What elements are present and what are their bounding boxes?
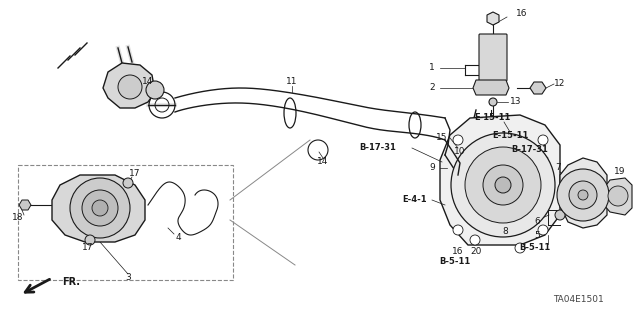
Circle shape	[488, 199, 494, 205]
Polygon shape	[530, 82, 546, 94]
Text: 16: 16	[452, 248, 464, 256]
Circle shape	[538, 225, 548, 235]
Circle shape	[123, 178, 133, 188]
Text: B-17-31: B-17-31	[360, 144, 396, 152]
Circle shape	[617, 190, 627, 200]
Circle shape	[538, 135, 548, 145]
Polygon shape	[604, 178, 632, 215]
Text: 9: 9	[429, 164, 435, 173]
Text: 12: 12	[554, 79, 566, 88]
Text: E-15-11: E-15-11	[492, 130, 528, 139]
Circle shape	[555, 210, 565, 220]
FancyBboxPatch shape	[479, 34, 507, 81]
Circle shape	[146, 81, 164, 99]
Text: B-5-11: B-5-11	[520, 243, 550, 253]
Text: 19: 19	[614, 167, 626, 176]
Text: TA04E1501: TA04E1501	[552, 295, 604, 305]
Circle shape	[118, 75, 142, 99]
Polygon shape	[560, 158, 607, 228]
Text: E-15-11: E-15-11	[474, 114, 510, 122]
Text: 18: 18	[12, 213, 24, 222]
Text: B-5-11: B-5-11	[440, 257, 470, 266]
Circle shape	[70, 178, 130, 238]
Circle shape	[453, 135, 463, 145]
Text: 8: 8	[502, 227, 508, 236]
Text: 13: 13	[510, 98, 522, 107]
Text: 5: 5	[534, 231, 540, 240]
Text: 2: 2	[429, 84, 435, 93]
Text: 11: 11	[286, 78, 298, 86]
Polygon shape	[440, 115, 560, 245]
Circle shape	[483, 165, 523, 205]
Polygon shape	[487, 12, 499, 25]
Bar	[18, 165, 233, 280]
Polygon shape	[52, 175, 145, 242]
Circle shape	[92, 200, 108, 216]
Circle shape	[85, 235, 95, 245]
Text: 3: 3	[125, 273, 131, 283]
Circle shape	[465, 147, 541, 223]
Polygon shape	[473, 80, 509, 95]
Text: 17: 17	[129, 168, 141, 177]
Text: 1: 1	[429, 63, 435, 72]
Text: 6: 6	[534, 218, 540, 226]
Circle shape	[557, 169, 609, 221]
Circle shape	[608, 186, 628, 206]
Text: 16: 16	[516, 10, 528, 19]
Text: 17: 17	[83, 243, 93, 253]
Circle shape	[470, 235, 480, 245]
Circle shape	[453, 225, 463, 235]
Circle shape	[452, 189, 460, 197]
Polygon shape	[19, 200, 31, 210]
Circle shape	[495, 177, 511, 193]
Polygon shape	[103, 63, 155, 108]
Circle shape	[578, 190, 588, 200]
Text: 15: 15	[436, 133, 448, 143]
Circle shape	[515, 243, 525, 253]
Circle shape	[489, 98, 497, 106]
Text: 10: 10	[454, 147, 466, 157]
Circle shape	[82, 190, 118, 226]
Circle shape	[451, 133, 555, 237]
Text: 14: 14	[142, 78, 154, 86]
Text: B-17-31: B-17-31	[511, 145, 548, 154]
Text: 4: 4	[175, 234, 181, 242]
Text: 14: 14	[317, 158, 329, 167]
Text: E-4-1: E-4-1	[403, 196, 428, 204]
Text: 7: 7	[555, 164, 561, 173]
Circle shape	[569, 181, 597, 209]
Text: FR.: FR.	[62, 277, 80, 287]
Text: 20: 20	[470, 248, 482, 256]
